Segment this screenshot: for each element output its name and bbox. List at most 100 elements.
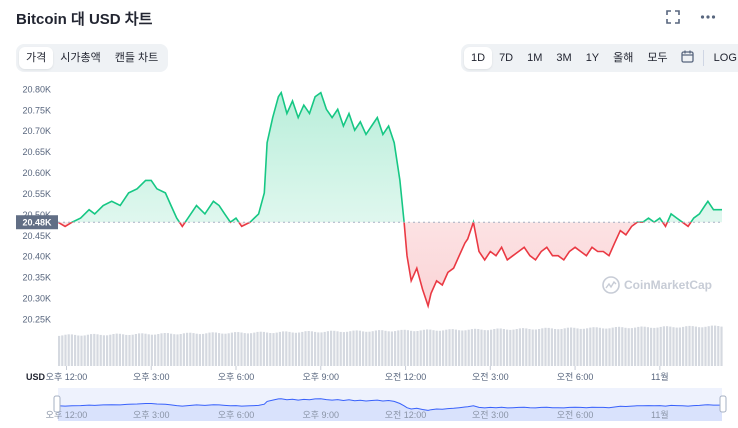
- volume-bar: [336, 331, 339, 366]
- navigator-right-handle[interactable]: [719, 395, 727, 413]
- volume-bar: [125, 334, 128, 366]
- volume-bar: [294, 332, 297, 366]
- volume-bar: [618, 326, 621, 366]
- range-7d[interactable]: 7D: [499, 52, 514, 64]
- volume-bar: [173, 334, 176, 366]
- volume-bar: [307, 331, 310, 366]
- range-all[interactable]: 모두: [647, 52, 668, 64]
- volume-bar: [320, 332, 323, 366]
- volume-bar: [253, 332, 256, 366]
- volume-bar: [570, 327, 573, 366]
- volume-bar: [150, 334, 153, 366]
- y-tick-label: 20.50K: [22, 210, 51, 220]
- navigator-tick-label: 오후 6:00: [218, 410, 255, 420]
- volume-bar: [634, 327, 637, 366]
- volume-bar: [218, 333, 221, 366]
- volume-bar: [560, 329, 563, 366]
- volume-bar: [490, 329, 493, 366]
- tab-price[interactable]: 가격: [19, 47, 54, 69]
- volume-bar: [566, 327, 569, 366]
- volume-bar: [355, 330, 358, 366]
- volume-bar: [640, 326, 643, 366]
- volume-bar: [438, 330, 441, 366]
- volume-bar: [106, 335, 109, 366]
- reference-price-label: 20.48K: [22, 218, 52, 228]
- volume-bar: [205, 333, 208, 366]
- volume-bar: [445, 329, 448, 366]
- chart-title: Bitcoin 대 USD 차트: [16, 11, 153, 28]
- range-ytd[interactable]: 올해: [613, 52, 634, 64]
- volume-bar: [96, 334, 99, 366]
- range-3m[interactable]: 3M: [556, 52, 572, 64]
- volume-bar: [477, 329, 480, 366]
- volume-bar: [240, 332, 243, 366]
- x-tick-label: 오후 12:00: [46, 372, 88, 382]
- volume-bar: [70, 334, 73, 366]
- volume-bar: [115, 333, 118, 366]
- volume-bar: [688, 325, 691, 366]
- y-tick-label: 20.35K: [22, 273, 51, 283]
- volume-bar: [198, 334, 201, 366]
- more-dots-icon[interactable]: [700, 10, 716, 29]
- volume-bar: [429, 329, 432, 366]
- volume-bar: [669, 326, 672, 366]
- volume-bar: [397, 330, 400, 366]
- volume-bar: [538, 329, 541, 366]
- volume-bar: [394, 331, 397, 366]
- volume-bar: [432, 330, 435, 366]
- volume-bar: [61, 335, 64, 366]
- volume-bar: [298, 332, 301, 366]
- volume-bar: [362, 331, 365, 366]
- volume-bar: [547, 327, 550, 366]
- fullscreen-icon[interactable]: [666, 10, 680, 29]
- volume-bar: [518, 328, 521, 366]
- x-tick-label: 오전 6:00: [557, 372, 594, 382]
- range-1y[interactable]: 1Y: [585, 52, 600, 64]
- volume-bar: [410, 330, 413, 366]
- navigator-tick-label: 오전 6:00: [557, 410, 594, 420]
- volume-bar: [486, 330, 489, 366]
- volume-bar: [454, 329, 457, 366]
- volume-bar: [346, 331, 349, 366]
- volume-bar: [515, 329, 518, 366]
- volume-bar: [250, 333, 253, 366]
- volume-bar: [243, 333, 246, 366]
- volume-bar: [202, 333, 205, 366]
- volume-bar: [499, 328, 502, 366]
- volume-bar: [384, 330, 387, 366]
- range-1m[interactable]: 1M: [527, 52, 543, 64]
- volume-bar: [678, 327, 681, 366]
- volume-bar: [419, 330, 422, 366]
- range-navigator[interactable]: 오후 12:00 오후 3:00 오후 6:00 오후 9:00 오전 12:00 오전 …: [46, 388, 727, 421]
- x-tick-label: 오후 6:00: [218, 372, 255, 382]
- chart-type-tabs: 가격 시가총액 캔들 차트: [16, 44, 169, 72]
- volume-bar: [64, 334, 67, 366]
- volume-bar: [467, 329, 470, 366]
- volume-bar: [368, 331, 371, 366]
- range-1d[interactable]: 1D: [464, 47, 493, 69]
- top-toolbar: [666, 10, 716, 29]
- volume-bar: [246, 333, 249, 366]
- volume-bar: [122, 334, 125, 366]
- volume-bar: [272, 333, 275, 366]
- volume-bar: [310, 331, 313, 366]
- volume-bar: [493, 329, 496, 366]
- coinmarketcap-logo-icon: [602, 276, 620, 294]
- navigator-area: [58, 398, 722, 421]
- reference-price-badge: [16, 215, 58, 230]
- volume-bar: [227, 333, 230, 366]
- navigator-left-handle[interactable]: [53, 395, 61, 413]
- log-toggle[interactable]: LOG: [713, 52, 737, 64]
- navigator-tick-label: 오후 12:00: [46, 410, 88, 420]
- x-tick-label: 11월: [651, 371, 669, 382]
- tab-market-cap[interactable]: 시가총액: [60, 52, 101, 64]
- volume-bar: [342, 332, 345, 366]
- volume-bar: [710, 325, 713, 366]
- volume-bar: [288, 331, 291, 366]
- tab-candle[interactable]: 캔들 차트: [114, 52, 159, 64]
- volume-bar: [512, 329, 515, 366]
- volume-bar: [662, 326, 665, 366]
- calendar-icon[interactable]: [675, 47, 700, 69]
- volume-bar: [157, 334, 160, 366]
- watermark-text: CoinMarketCap: [624, 278, 712, 292]
